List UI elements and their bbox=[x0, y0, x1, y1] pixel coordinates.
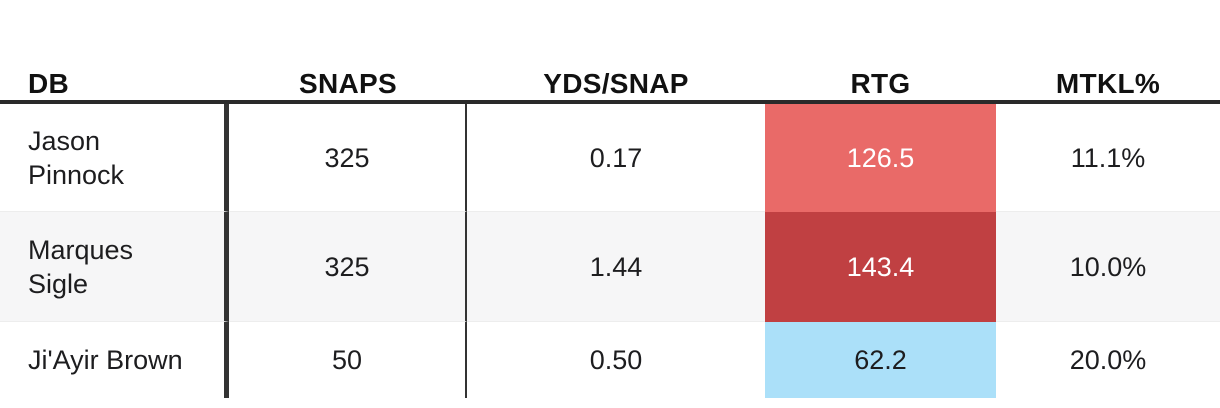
cell-rtg-heat: 126.5 bbox=[765, 104, 996, 212]
cell-rtg-heat: 62.2 bbox=[765, 322, 996, 398]
cell-mtkl-pct: 11.1% bbox=[996, 104, 1220, 212]
cell-snaps: 325 bbox=[229, 104, 467, 212]
cell-yds-snap: 0.17 bbox=[467, 104, 765, 212]
player-name: Ji'Ayir Brown bbox=[28, 345, 183, 375]
table-header: DB SNAPS YDS/SNAP RTG MTKL% bbox=[0, 0, 1220, 104]
cell-rtg-heat: 143.4 bbox=[765, 212, 996, 322]
column-header-db: DB bbox=[0, 0, 229, 104]
table-body: Jason Pinnock 325 0.17 126.5 11.1% Marqu… bbox=[0, 104, 1220, 398]
cell-mtkl-pct: 20.0% bbox=[1069, 345, 1147, 375]
db-stats-table: DB SNAPS YDS/SNAP RTG MTKL% Jason Pinnoc… bbox=[0, 0, 1220, 398]
cell-player-name: Marques Sigle bbox=[0, 212, 229, 322]
column-header-rtg: RTG bbox=[765, 0, 996, 104]
table-row: Jason Pinnock 325 0.17 126.5 11.1% bbox=[0, 104, 1220, 212]
column-header-snaps: SNAPS bbox=[229, 0, 467, 104]
cell-yds-snap: 1.44 bbox=[467, 212, 765, 322]
player-name: Marques Sigle bbox=[28, 234, 134, 299]
cell-player-name: Ji'Ayir Brown bbox=[0, 322, 229, 398]
cell-snaps: 325 bbox=[229, 212, 467, 322]
player-name: Jason Pinnock bbox=[28, 125, 125, 190]
cell-mtkl-pct: 10.0% bbox=[996, 212, 1220, 322]
cell-player-name: Jason Pinnock bbox=[0, 104, 229, 212]
header-row: DB SNAPS YDS/SNAP RTG MTKL% bbox=[0, 0, 1220, 104]
column-header-mtkl-pct: MTKL% bbox=[996, 0, 1220, 104]
table-row: Ji'Ayir Brown 50 0.50 62.2 20.0% bbox=[0, 322, 1220, 398]
column-header-yds-snap: YDS/SNAP bbox=[467, 0, 765, 104]
cell-snaps: 50 bbox=[229, 322, 467, 398]
cell-yds-snap: 0.50 bbox=[589, 345, 643, 375]
table-row: Marques Sigle 325 1.44 143.4 10.0% bbox=[0, 212, 1220, 322]
